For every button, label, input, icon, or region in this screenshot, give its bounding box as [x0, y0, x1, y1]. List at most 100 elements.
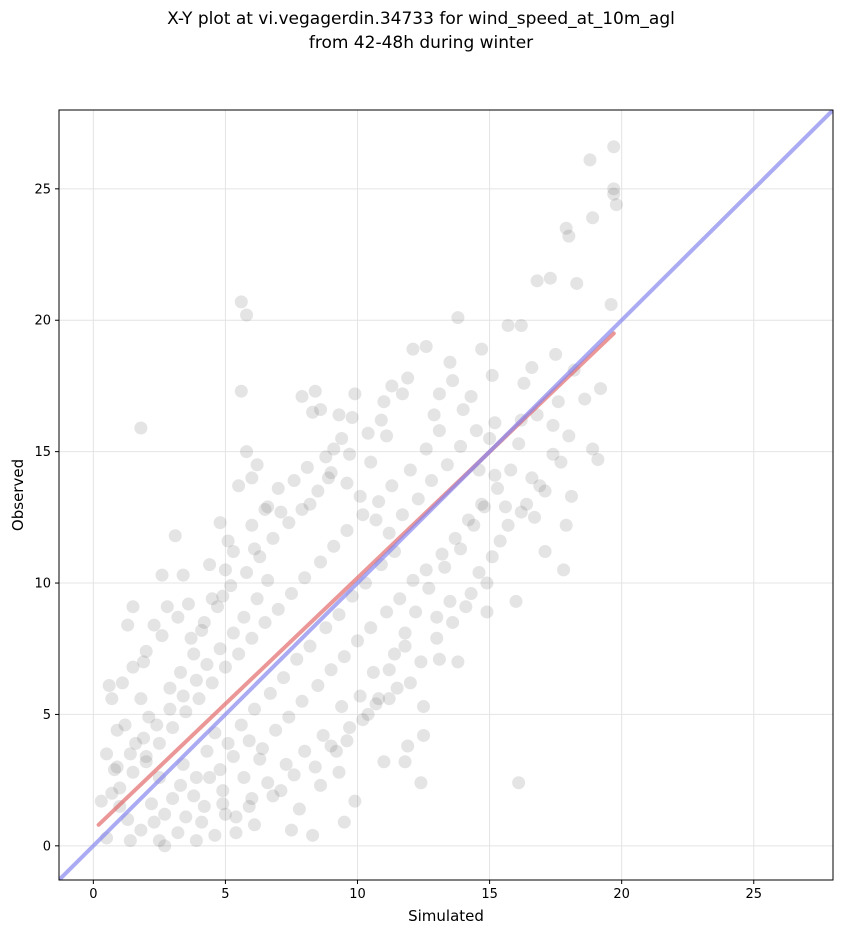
data-point	[176, 689, 190, 703]
data-point	[229, 810, 243, 824]
data-point	[308, 384, 322, 398]
data-point	[512, 437, 526, 451]
data-point	[483, 431, 497, 445]
data-point	[242, 734, 256, 748]
data-point	[158, 807, 172, 821]
data-point	[488, 416, 502, 430]
data-point	[340, 476, 354, 490]
data-point	[525, 471, 539, 485]
data-point	[274, 505, 288, 519]
data-point	[147, 618, 161, 632]
data-point	[263, 686, 277, 700]
data-point	[438, 560, 452, 574]
data-point	[538, 484, 552, 498]
data-point	[295, 502, 309, 516]
data-point	[594, 382, 608, 396]
data-point	[271, 602, 285, 616]
y-axis-label: Observed	[9, 459, 27, 531]
data-point	[419, 340, 433, 354]
data-point	[110, 723, 124, 737]
data-point	[570, 276, 584, 290]
data-point	[377, 395, 391, 409]
plot-frame	[58, 109, 834, 881]
data-point	[337, 650, 351, 664]
axis-ticks: 0 5 10 15 20 25 0 5 10 15 20 25	[34, 182, 762, 902]
data-point	[110, 760, 124, 774]
x-tick-label: 0	[89, 887, 97, 902]
data-point	[554, 455, 568, 469]
data-point	[332, 608, 346, 622]
data-point	[380, 605, 394, 619]
data-point	[477, 500, 491, 514]
data-point	[105, 786, 119, 800]
data-point	[607, 187, 621, 201]
y-tick-label: 20	[34, 314, 51, 329]
data-point	[269, 723, 283, 737]
data-point	[166, 721, 180, 735]
data-point	[247, 542, 261, 556]
data-point	[417, 700, 431, 714]
data-point	[171, 610, 185, 624]
data-point	[102, 679, 116, 693]
x-tick-label: 15	[481, 887, 498, 902]
data-point	[348, 387, 362, 401]
data-point	[401, 739, 415, 753]
chart-title: X-Y plot at vi.vegagerdin.34733 for wind…	[167, 9, 675, 53]
data-point	[306, 405, 320, 419]
data-point	[142, 710, 156, 724]
data-point	[298, 571, 312, 585]
data-point	[208, 828, 222, 842]
data-point	[332, 765, 346, 779]
data-point	[411, 492, 425, 506]
data-point	[216, 589, 230, 603]
data-point	[517, 376, 531, 390]
data-point	[337, 815, 351, 829]
data-point	[192, 692, 206, 706]
data-point	[314, 555, 328, 569]
data-point	[403, 463, 417, 477]
data-point	[417, 728, 431, 742]
data-point	[327, 539, 341, 553]
data-point	[459, 600, 473, 614]
data-point	[176, 568, 190, 582]
data-point	[295, 694, 309, 708]
data-point	[197, 615, 211, 629]
data-points	[94, 140, 623, 853]
data-point	[533, 479, 547, 493]
data-point	[247, 818, 261, 832]
data-point	[113, 781, 127, 795]
data-point	[240, 308, 254, 322]
data-point	[401, 371, 415, 385]
data-point	[203, 558, 217, 572]
data-point	[306, 828, 320, 842]
data-point	[527, 510, 541, 524]
data-point	[443, 594, 457, 608]
data-point	[105, 692, 119, 706]
data-point	[181, 597, 195, 611]
data-point	[232, 479, 246, 493]
data-point	[253, 752, 267, 766]
data-point	[551, 395, 565, 409]
data-point	[126, 600, 140, 614]
data-point	[144, 797, 158, 811]
x-tick-label: 5	[221, 887, 229, 902]
data-point	[203, 771, 217, 785]
data-point	[234, 295, 248, 309]
data-point	[163, 702, 177, 716]
data-point	[253, 550, 267, 564]
data-point	[377, 755, 391, 769]
reference-lines	[59, 110, 833, 880]
data-point	[562, 429, 576, 443]
y-tick-label: 10	[34, 577, 51, 592]
data-point	[226, 545, 240, 559]
data-point	[303, 497, 317, 511]
data-point	[382, 526, 396, 540]
data-point	[189, 834, 203, 848]
data-point	[303, 639, 317, 653]
data-point	[150, 718, 164, 732]
data-point	[213, 763, 227, 777]
data-point	[395, 387, 409, 401]
data-point	[390, 681, 404, 695]
data-point	[512, 776, 526, 790]
